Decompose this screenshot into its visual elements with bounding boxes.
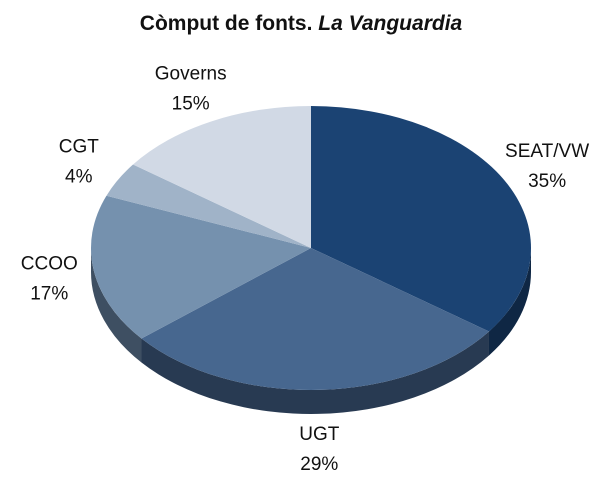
chart-title: Còmput de fonts. La Vanguardia [140,12,463,35]
slice-label: SEAT/VW [505,141,589,162]
slice-value-label: 29% [300,454,338,475]
slice-label: CGT [59,136,100,157]
title-main: Còmput de fonts. [140,12,313,35]
slice-value-label: 35% [528,171,566,192]
slice [91,195,312,339]
slice-value-label: 17% [30,284,68,305]
slice-label: UGT [299,424,340,445]
slice [141,248,489,391]
slice-label: Governs [155,63,227,84]
slice [106,164,311,248]
title-source: La Vanguardia [318,12,462,35]
slice-side [91,248,142,363]
slice-value-label: 15% [172,93,210,114]
slice [133,106,311,248]
slice-label: CCOO [21,254,78,275]
slice-side [141,331,489,414]
slice-value-label: 4% [65,166,93,187]
slice [311,106,531,332]
slice-side [488,248,531,356]
